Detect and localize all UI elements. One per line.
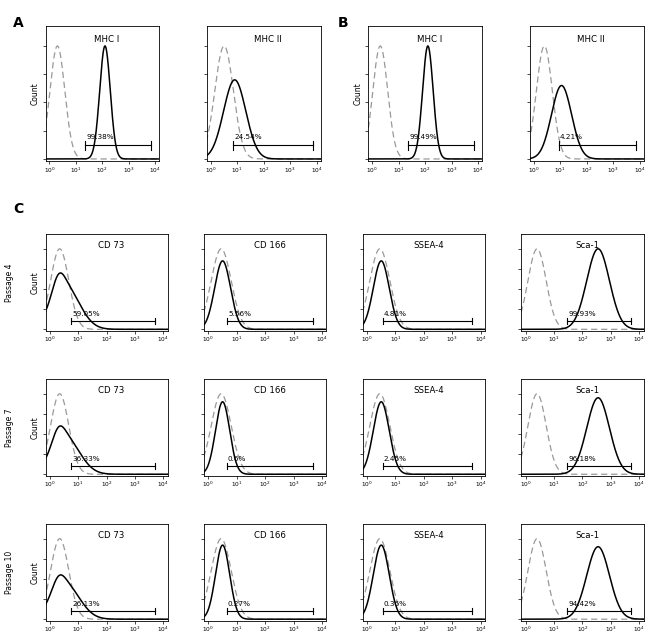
Text: CD 73: CD 73 bbox=[98, 241, 125, 250]
Y-axis label: Count: Count bbox=[31, 561, 40, 584]
Y-axis label: Count: Count bbox=[354, 82, 363, 105]
Text: MHC I: MHC I bbox=[94, 35, 120, 44]
Text: MHC I: MHC I bbox=[417, 35, 443, 44]
Text: CD 166: CD 166 bbox=[254, 531, 286, 540]
Text: 4.21%: 4.21% bbox=[560, 134, 583, 140]
Text: 5.56%: 5.56% bbox=[228, 311, 251, 317]
Text: 99.93%: 99.93% bbox=[568, 311, 595, 317]
Y-axis label: Count: Count bbox=[31, 271, 40, 294]
Text: Sca-1: Sca-1 bbox=[575, 241, 599, 250]
Text: 94.42%: 94.42% bbox=[568, 601, 595, 607]
Text: C: C bbox=[13, 202, 23, 216]
Text: Passage 7: Passage 7 bbox=[5, 408, 14, 447]
Text: 99.49%: 99.49% bbox=[409, 134, 437, 140]
Text: B: B bbox=[338, 16, 348, 30]
Text: 99.38%: 99.38% bbox=[86, 134, 114, 140]
Text: 24.54%: 24.54% bbox=[235, 134, 262, 140]
Text: 26.13%: 26.13% bbox=[72, 601, 100, 607]
Text: 96.18%: 96.18% bbox=[568, 456, 595, 462]
Text: 59.05%: 59.05% bbox=[72, 311, 100, 317]
Text: Sca-1: Sca-1 bbox=[575, 531, 599, 540]
Text: CD 73: CD 73 bbox=[98, 386, 125, 395]
Y-axis label: Count: Count bbox=[31, 82, 40, 105]
Y-axis label: Count: Count bbox=[31, 416, 40, 439]
Text: SSEA-4: SSEA-4 bbox=[413, 386, 444, 395]
Text: CD 166: CD 166 bbox=[254, 241, 286, 250]
Text: Passage 4: Passage 4 bbox=[5, 264, 14, 302]
Text: MHC II: MHC II bbox=[254, 35, 282, 44]
Text: MHC II: MHC II bbox=[577, 35, 605, 44]
Text: Passage 10: Passage 10 bbox=[5, 551, 14, 594]
Text: 0.36%: 0.36% bbox=[384, 601, 407, 607]
Text: 4.81%: 4.81% bbox=[384, 311, 407, 317]
Text: Sca-1: Sca-1 bbox=[575, 386, 599, 395]
Text: 0.6%: 0.6% bbox=[228, 456, 246, 462]
Text: CD 73: CD 73 bbox=[98, 531, 125, 540]
Text: 36.33%: 36.33% bbox=[72, 456, 100, 462]
Text: 2.45%: 2.45% bbox=[384, 456, 407, 462]
Text: A: A bbox=[13, 16, 24, 30]
Text: CD 166: CD 166 bbox=[254, 386, 286, 395]
Text: 0.27%: 0.27% bbox=[228, 601, 251, 607]
Text: SSEA-4: SSEA-4 bbox=[413, 241, 444, 250]
Text: SSEA-4: SSEA-4 bbox=[413, 531, 444, 540]
